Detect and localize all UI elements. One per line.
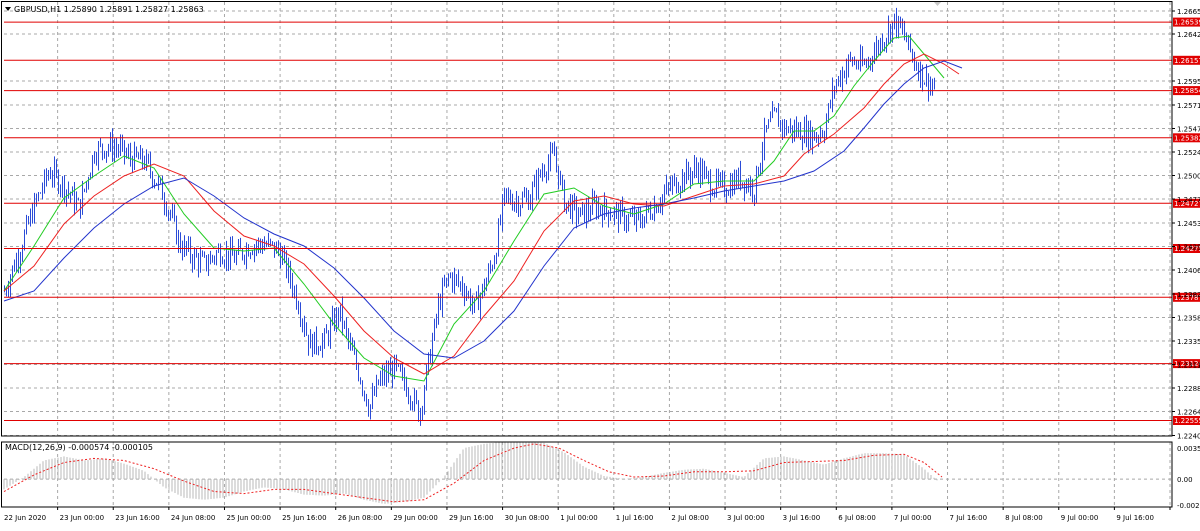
time-tick-label: 24 Jun 08:00 [171, 514, 215, 522]
time-tick-label: 23 Jun 16:00 [115, 514, 159, 522]
time-tick-label: 29 Jun 16:00 [449, 514, 493, 522]
horizontal-levels[interactable]: 1.26539 1.26157 1.25854 1.25382 1.24727 1.242… [4, 17, 1200, 425]
time-tick-label: 25 Jun 00:00 [226, 514, 270, 522]
time-tick-label: 9 Jul 16:00 [1116, 514, 1154, 522]
level-price-label: 1.26157 [1174, 57, 1200, 65]
time-tick-label: 30 Jun 08:00 [505, 514, 549, 522]
time-tick-label: 23 Jun 00:00 [60, 514, 104, 522]
price-tick-label: 1.22645 [1177, 409, 1200, 417]
level-price-tag [1173, 133, 1200, 143]
macd-tick-label: 0.003585 [1177, 445, 1200, 453]
level-price-tag [1173, 416, 1200, 425]
level-price-tag [1173, 359, 1200, 369]
price-tick-label: 1.25950 [1177, 78, 1200, 86]
level-price-label: 1.25854 [1174, 87, 1200, 95]
price-axis: 1.26650 1.26420 1.25950 1.25710 1.25475 1.252… [1172, 8, 1200, 510]
level-price-label: 1.24275 [1174, 245, 1200, 253]
macd-signal-path [3, 443, 943, 503]
macd-title: MACD(12,26,9) -0.000574 -0.000105 [5, 443, 153, 452]
time-tick-label: 3 Jul 16:00 [783, 514, 821, 522]
price-tick-label: 1.22405 [1177, 433, 1200, 441]
macd-pane-border [1, 441, 1173, 508]
time-tick-label: 26 Jun 08:00 [338, 514, 382, 522]
time-tick-label: 22 Jun 2020 [4, 514, 46, 522]
price-tick-label: 1.24295 [1177, 244, 1200, 252]
time-tick-label: 29 Jun 00:00 [393, 514, 437, 522]
time-tick-label: 25 Jun 16:00 [282, 514, 326, 522]
moving-average-line [3, 35, 945, 382]
time-tick-label: 1 Jul 16:00 [616, 514, 654, 522]
price-tick-label: 1.25475 [1177, 126, 1200, 134]
scroll-marker-icon[interactable] [934, 2, 941, 6]
time-tick-label: 6 Jul 08:00 [838, 514, 876, 522]
price-tick-label: 1.26650 [1177, 8, 1200, 16]
moving-average-line [3, 60, 963, 359]
price-tick-label: 1.22880 [1177, 385, 1200, 393]
moving-averages [3, 35, 963, 382]
time-tick-label: 8 Jul 08:00 [1005, 514, 1043, 522]
price-tick-label: 1.25005 [1177, 173, 1200, 181]
price-tick-label: 1.23115 [1177, 362, 1200, 370]
time-tick-label: 7 Jul 00:00 [894, 514, 932, 522]
chart-frame [1, 1, 1173, 508]
macd-signal-line [3, 443, 943, 503]
main-pane-border [1, 1, 1173, 437]
level-price-label: 1.22555 [1174, 417, 1200, 425]
price-tick-label: 1.24060 [1177, 267, 1200, 275]
time-tick-label: 7 Jul 16:00 [950, 514, 988, 522]
symbol-dropdown-icon[interactable] [5, 7, 11, 11]
macd-tick-label: -0.00270 [1177, 502, 1200, 510]
level-price-label: 1.26539 [1174, 19, 1200, 27]
grid [4, 2, 1172, 507]
price-tick-label: 1.26420 [1177, 31, 1200, 39]
chart-title: GBPUSD,H1 1.25890 1.25891 1.25827 1.2586… [14, 5, 204, 14]
price-tick-label: 1.23350 [1177, 338, 1200, 346]
price-tick-label: 1.24770 [1177, 196, 1200, 204]
level-price-label: 1.24727 [1174, 200, 1200, 208]
time-tick-label: 9 Jul 00:00 [1061, 514, 1099, 522]
level-price-label: 1.25382 [1174, 134, 1200, 142]
level-price-tag [1173, 198, 1200, 208]
level-price-tag [1173, 292, 1200, 302]
price-tick-label: 1.25240 [1177, 149, 1200, 157]
time-axis: 22 Jun 2020 23 Jun 00:00 23 Jun 16:00 24 Ju… [4, 507, 1171, 522]
level-price-tag [1173, 17, 1200, 27]
candles [4, 7, 935, 426]
time-tick-label: 1 Jul 00:00 [560, 514, 598, 522]
macd-tick-label: 0.00 [1177, 476, 1193, 484]
level-price-tag [1173, 244, 1200, 253]
level-price-tag [1173, 55, 1200, 65]
time-tick-label: 3 Jul 00:00 [727, 514, 765, 522]
moving-average-line [3, 53, 960, 375]
time-tick-label: 2 Jul 08:00 [671, 514, 709, 522]
price-tick-label: 1.25710 [1177, 102, 1200, 110]
price-tick-label: 1.24530 [1177, 220, 1200, 228]
price-tick-label: 1.23820 [1177, 291, 1200, 299]
price-tick-label: 1.23585 [1177, 315, 1200, 323]
level-price-tag [1173, 86, 1200, 96]
macd-histogram [3, 441, 938, 504]
level-price-label: 1.23787 [1174, 294, 1200, 302]
level-price-label: 1.23124 [1174, 360, 1200, 368]
